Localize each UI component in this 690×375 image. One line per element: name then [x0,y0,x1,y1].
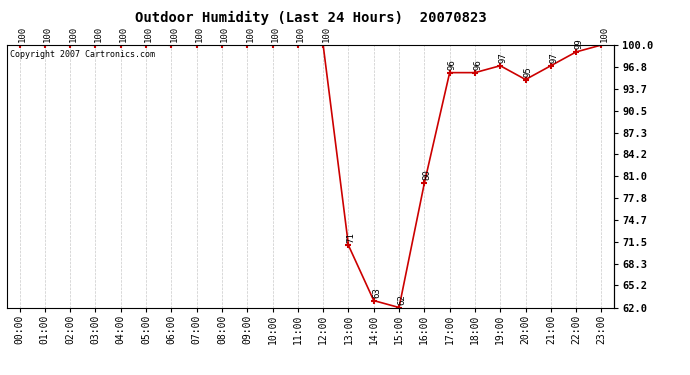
Text: 100: 100 [94,26,103,42]
Text: 99: 99 [575,38,584,49]
Text: 100: 100 [43,26,52,42]
Text: 96: 96 [448,59,457,70]
Text: 100: 100 [144,26,153,42]
Text: 71: 71 [347,232,356,243]
Text: 100: 100 [170,26,179,42]
Text: 100: 100 [246,26,255,42]
Text: 100: 100 [220,26,229,42]
Text: 100: 100 [322,26,331,42]
Text: 100: 100 [600,26,609,42]
Text: 62: 62 [397,294,406,305]
Text: 100: 100 [271,26,280,42]
Text: 100: 100 [18,26,27,42]
Text: 96: 96 [473,59,482,70]
Text: 97: 97 [499,52,508,63]
Text: 63: 63 [372,287,381,298]
Text: 100: 100 [68,26,77,42]
Text: Outdoor Humidity (Last 24 Hours)  20070823: Outdoor Humidity (Last 24 Hours) 2007082… [135,11,486,26]
Text: Copyright 2007 Cartronics.com: Copyright 2007 Cartronics.com [10,50,155,59]
Text: 100: 100 [119,26,128,42]
Text: 95: 95 [524,66,533,77]
Text: 80: 80 [423,170,432,180]
Text: 100: 100 [296,26,305,42]
Text: 100: 100 [195,26,204,42]
Text: 97: 97 [549,52,558,63]
